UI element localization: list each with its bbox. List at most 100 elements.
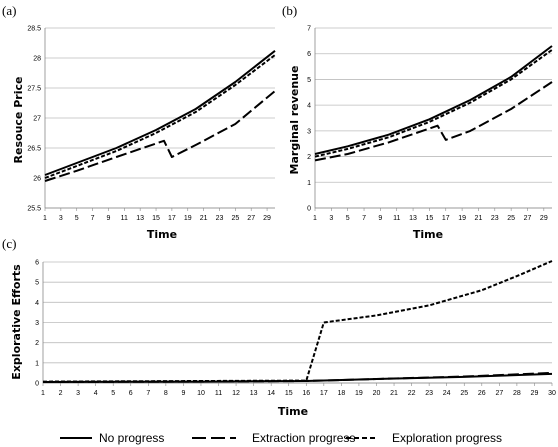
x-tick-label: 13 — [409, 215, 417, 222]
x-tick-label: 14 — [267, 390, 275, 397]
x-tick-label: 17 — [442, 215, 450, 222]
x-tick-label: 27 — [495, 390, 503, 397]
x-tick-label: 27 — [524, 215, 532, 222]
x-tick-label: 11 — [215, 390, 222, 397]
panel-b-ylabel: Marginal revenue — [288, 66, 301, 175]
x-tick-label: 13 — [250, 390, 258, 397]
x-tick-label: 9 — [106, 215, 110, 222]
x-tick-label: 28 — [513, 390, 521, 397]
x-tick-label: 12 — [232, 390, 240, 397]
x-tick-label: 15 — [426, 215, 434, 222]
x-tick-label: 3 — [329, 215, 333, 222]
y-tick-label: 3 — [35, 320, 39, 327]
y-tick-label: 6 — [35, 260, 39, 267]
panel-c-ylabel: Explorative Efforts — [10, 264, 23, 380]
series-line-exploration-progress — [42, 260, 553, 383]
y-tick-label: 3 — [307, 128, 311, 135]
x-tick-label: 23 — [491, 215, 499, 222]
x-tick-label: 5 — [346, 215, 350, 222]
x-tick-label: 23 — [425, 390, 433, 397]
x-tick-label: 1 — [313, 215, 317, 222]
panel-c-xlabel: Time — [278, 405, 308, 418]
panel-c-label: (c) — [2, 236, 16, 251]
x-tick-label: 5 — [75, 215, 79, 222]
panel-a-ylabel: Resouce Price — [12, 77, 25, 164]
y-tick-label: 28 — [33, 56, 41, 63]
legend-label-extraction-progress: Extraction progress — [252, 431, 355, 445]
y-tick-label: 4 — [35, 300, 39, 307]
x-tick-label: 19 — [458, 215, 466, 222]
x-tick-label: 29 — [531, 390, 539, 397]
x-tick-label: 8 — [164, 390, 168, 397]
x-tick-label: 22 — [408, 390, 416, 397]
x-tick-label: 25 — [231, 215, 239, 222]
x-tick-label: 6 — [129, 390, 133, 397]
y-tick-label: 7 — [307, 26, 311, 33]
x-tick-label: 21 — [475, 215, 483, 222]
x-tick-label: 3 — [59, 215, 63, 222]
x-tick-label: 1 — [41, 390, 45, 397]
panel-b-xlabel: Time — [413, 228, 443, 241]
x-tick-label: 15 — [152, 215, 160, 222]
series-line-extraction-progress — [42, 371, 553, 383]
panel-a-label: (a) — [2, 3, 16, 18]
panel-b-label: (b) — [282, 3, 297, 18]
y-tick-label: 27 — [33, 116, 41, 123]
x-tick-label: 21 — [390, 390, 398, 397]
x-tick-label: 29 — [263, 215, 271, 222]
y-tick-label: 6 — [307, 51, 311, 58]
x-tick-label: 19 — [184, 215, 192, 222]
x-tick-label: 1 — [43, 215, 47, 222]
x-tick-label: 15 — [285, 390, 293, 397]
series-line-no-progress — [44, 50, 276, 176]
x-tick-label: 11 — [393, 215, 400, 222]
x-tick-label: 9 — [378, 215, 382, 222]
x-tick-label: 25 — [507, 215, 515, 222]
y-tick-label: 25.5 — [27, 206, 41, 213]
x-tick-label: 29 — [540, 215, 548, 222]
series-line-exploration-progress — [314, 49, 553, 158]
x-tick-label: 10 — [197, 390, 205, 397]
x-tick-label: 27 — [247, 215, 255, 222]
y-tick-label: 4 — [307, 103, 311, 110]
y-tick-label: 0 — [35, 381, 39, 388]
series-line-extraction-progress — [44, 90, 276, 182]
y-tick-label: 1 — [307, 180, 311, 187]
x-tick-label: 24 — [443, 390, 451, 397]
x-tick-label: 17 — [168, 215, 176, 222]
y-tick-label: 28.5 — [27, 26, 41, 33]
x-tick-label: 17 — [320, 390, 328, 397]
x-tick-label: 23 — [216, 215, 224, 222]
y-tick-label: 1 — [35, 360, 39, 367]
series-line-no-progress — [314, 45, 553, 155]
x-tick-label: 4 — [94, 390, 98, 397]
x-tick-label: 5 — [111, 390, 115, 397]
legend-label-no-progress: No progress — [99, 431, 164, 445]
x-tick-label: 16 — [302, 390, 310, 397]
x-tick-label: 3 — [76, 390, 80, 397]
x-tick-label: 18 — [337, 390, 345, 397]
legend-label-exploration-progress: Exploration progress — [392, 431, 502, 445]
x-tick-label: 26 — [478, 390, 486, 397]
legend: No progress Extraction progress Explorat… — [60, 431, 502, 445]
x-tick-label: 2 — [59, 390, 63, 397]
series-line-exploration-progress — [44, 54, 276, 179]
series-line-extraction-progress — [314, 81, 553, 162]
x-tick-label: 20 — [373, 390, 381, 397]
x-tick-label: 9 — [181, 390, 185, 397]
y-tick-label: 26 — [33, 176, 41, 183]
y-tick-label: 27.5 — [27, 86, 41, 93]
x-tick-label: 7 — [362, 215, 366, 222]
y-tick-label: 2 — [35, 340, 39, 347]
panel-a-price-chart: (a) Resouce Price Time 25.5 26 26.5 27 27.5 2… — [2, 3, 276, 241]
y-tick-label: 2 — [307, 154, 311, 161]
y-tick-label: 26.5 — [27, 146, 41, 153]
panel-a-xlabel: Time — [147, 228, 177, 241]
x-tick-label: 13 — [136, 215, 144, 222]
x-tick-label: 11 — [121, 215, 128, 222]
x-tick-label: 21 — [200, 215, 208, 222]
x-tick-label: 7 — [146, 390, 150, 397]
